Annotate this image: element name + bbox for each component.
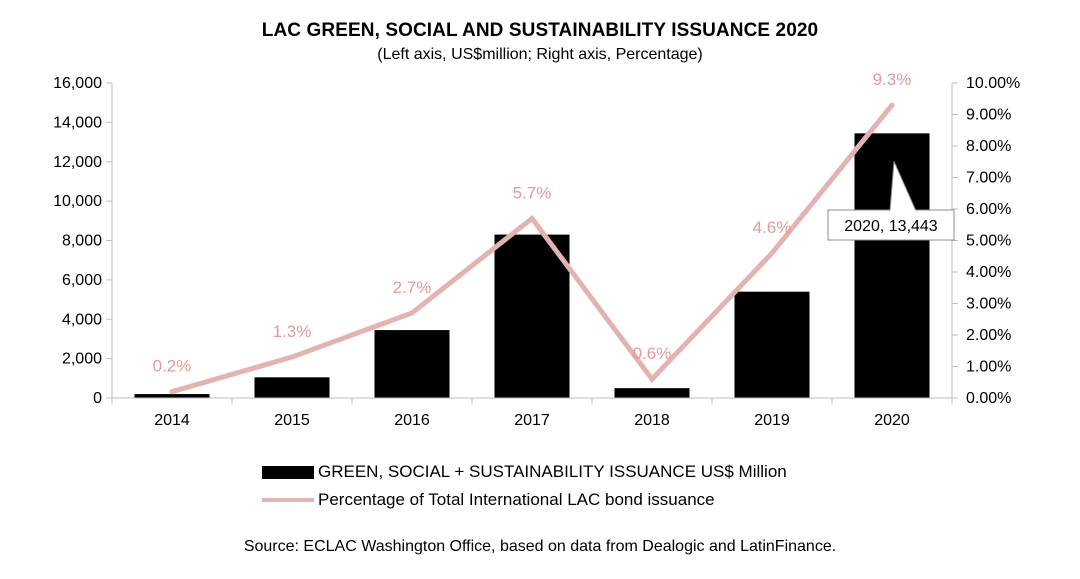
line-data-label: 0.2% (153, 357, 192, 376)
left-axis-tick-label: 14,000 (53, 114, 102, 131)
line-point (649, 376, 655, 382)
line-point (889, 102, 895, 108)
x-axis-tick-label: 2015 (274, 412, 310, 429)
left-axis-tick-label: 2,000 (62, 351, 102, 368)
legend: GREEN, SOCIAL + SUSTAINABILITY ISSUANCE … (262, 458, 787, 514)
right-axis-tick-label: 2.00% (966, 327, 1011, 344)
line-data-label: 1.3% (273, 322, 312, 341)
right-axis-tick-label: 6.00% (966, 201, 1011, 218)
legend-item-line: Percentage of Total International LAC bo… (262, 486, 787, 514)
chart-subtitle: (Left axis, US$million; Right axis, Perc… (377, 46, 703, 63)
bar (854, 133, 930, 398)
line-point (529, 215, 535, 221)
legend-bar-label: GREEN, SOCIAL + SUSTAINABILITY ISSUANCE … (318, 462, 787, 481)
x-axis-tick-label: 2017 (514, 412, 550, 429)
legend-line-swatch (262, 498, 314, 502)
right-axis-tick-label: 1.00% (966, 359, 1011, 376)
line-point (409, 310, 415, 316)
callout-label: 2020, 13,443 (844, 218, 938, 235)
line-data-label: 5.7% (513, 183, 552, 202)
line-point (769, 250, 775, 256)
left-axis-tick-label: 0 (93, 390, 102, 407)
left-axis-tick-label: 16,000 (53, 75, 102, 92)
source-note: Source: ECLAC Washington Office, based o… (243, 538, 837, 555)
left-axis-tick-label: 10,000 (53, 193, 102, 210)
bar (134, 394, 210, 398)
bar (374, 330, 450, 398)
left-axis-tick-label: 4,000 (62, 311, 102, 328)
left-axis-tick-label: 12,000 (53, 154, 102, 171)
legend-item-bars: GREEN, SOCIAL + SUSTAINABILITY ISSUANCE … (262, 458, 787, 486)
bar (494, 234, 570, 398)
line-data-label: 2.7% (393, 278, 432, 297)
x-axis-tick-label: 2020 (874, 412, 910, 429)
right-axis-tick-label: 4.00% (966, 264, 1011, 281)
right-axis-tick-label: 0.00% (966, 390, 1011, 407)
x-axis-tick-label: 2014 (154, 412, 190, 429)
line-data-label: 9.3% (873, 70, 912, 89)
line-point (289, 354, 295, 360)
left-axis-tick-label: 8,000 (62, 233, 102, 250)
right-axis-tick-label: 5.00% (966, 233, 1011, 250)
right-axis-tick-label: 7.00% (966, 170, 1011, 187)
line-data-label: 0.6% (633, 344, 672, 363)
legend-line-label: Percentage of Total International LAC bo… (318, 490, 715, 509)
line-data-label: 4.6% (753, 218, 792, 237)
bar (614, 388, 690, 398)
bar (254, 377, 330, 398)
right-axis-tick-label: 3.00% (966, 296, 1011, 313)
x-axis-tick-label: 2018 (634, 412, 670, 429)
x-axis-tick-label: 2016 (394, 412, 430, 429)
chart-title: LAC GREEN, SOCIAL AND SUSTAINABILITY ISS… (261, 20, 819, 41)
right-axis-tick-label: 8.00% (966, 138, 1011, 155)
bar (734, 291, 810, 398)
right-axis-tick-label: 10.00% (966, 75, 1020, 92)
legend-bar-swatch (262, 465, 314, 479)
right-axis-tick-label: 9.00% (966, 107, 1011, 124)
left-axis-tick-label: 6,000 (62, 272, 102, 289)
x-axis-tick-label: 2019 (754, 412, 790, 429)
line-point (169, 389, 175, 395)
